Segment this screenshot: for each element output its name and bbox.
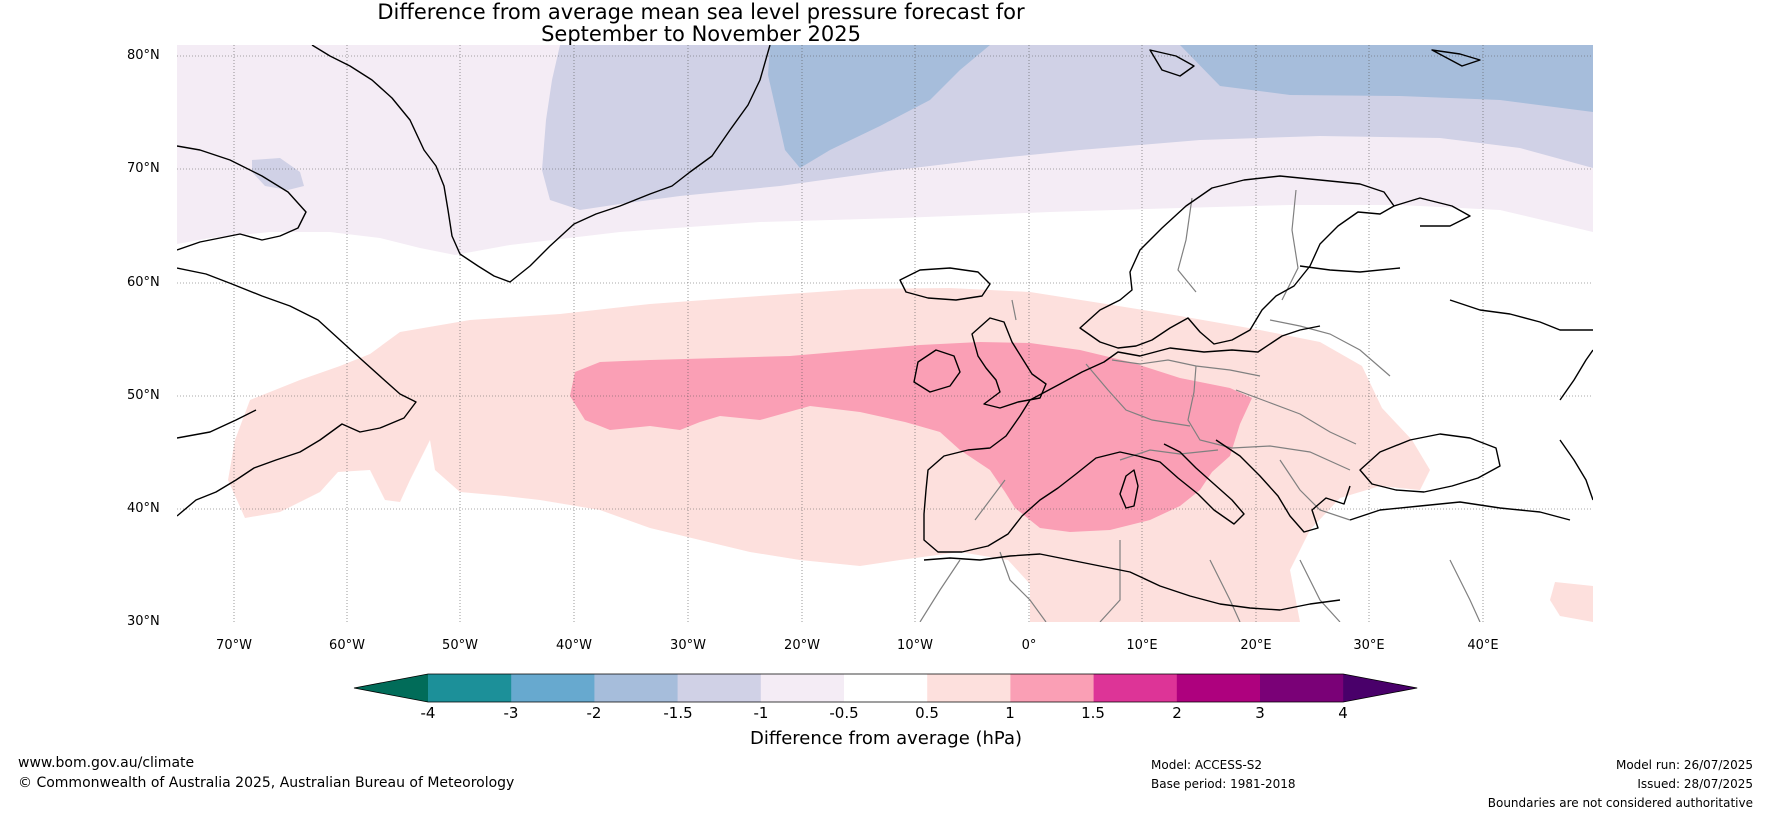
colorbar-segment [677,674,762,702]
colorbar-segment [1176,674,1261,702]
colorbar-segment [844,674,928,702]
colorbar-tick: -2 [586,704,602,722]
map-title-line-1: Difference from average mean sea level p… [377,0,1025,24]
colorbar-segment [428,674,512,702]
lon-label-50w: 50°W [442,638,478,653]
lon-label-20w: 20°W [784,638,820,653]
colorbar-segment [511,674,595,702]
lat-label-30n: 30°N [127,614,160,629]
colorbar-extend-high [1343,674,1418,702]
lon-label-10e: 10°E [1126,638,1158,653]
lat-label-60n: 60°N [127,275,160,290]
footer-model-run: Model run: 26/07/2025 [1615,758,1753,772]
colorbar-tick: -0.5 [829,704,859,722]
colorbar-segment [1093,674,1178,702]
colorbar-tick: 2 [1172,704,1182,722]
lon-label-10w: 10°W [897,638,933,653]
lon-label-30w: 30°W [670,638,706,653]
footer-issued: Issued: 28/07/2025 [1637,777,1753,791]
colorbar-tick: 0.5 [915,704,939,722]
colorbar-tick: -1.5 [663,704,693,722]
graticule [177,45,1593,622]
lat-label-40n: 40°N [127,501,160,516]
lon-label-70w: 70°W [216,638,252,653]
country-borders [919,189,1481,622]
colorbar-tick: 1.5 [1081,704,1105,722]
footer-disclaimer: Boundaries are not considered authoritat… [1487,796,1753,810]
footer-copyright: © Commonwealth of Australia 2025, Austra… [18,775,515,791]
lon-label-0: 0° [1021,638,1037,653]
anomaly-region-neg-2 [768,45,990,168]
anomaly-region-neg-2-east [1180,45,1593,112]
lon-label-60w: 60°W [329,638,365,653]
footer-model: Model: ACCESS-S2 [1151,758,1263,772]
lat-label-80n: 80°N [127,48,160,63]
colorbar-tick: -4 [420,704,436,722]
lon-label-40w: 40°W [556,638,592,653]
colorbar-segment [594,674,679,702]
lon-label-20e: 20°E [1240,638,1272,653]
colorbar-label: Difference from average (hPa) [749,728,1023,749]
colorbar-segment [1260,674,1344,702]
lat-label-70n: 70°N [127,161,160,176]
colorbar-segment [927,674,1011,702]
anomaly-region-pos-1 [570,342,1252,532]
footer-website: www.bom.gov.au/climate [18,755,195,771]
anomaly-region-pos-0-5-se [1550,582,1593,622]
footer-base-period: Base period: 1981-2018 [1151,777,1296,791]
lat-label-50n: 50°N [127,388,160,403]
lon-label-40e: 40°E [1467,638,1499,653]
colorbar-tick: -1 [753,704,769,722]
colorbar-tick: -3 [503,704,519,722]
colorbar-tick: 3 [1255,704,1265,722]
colorbar-segment [1010,674,1095,702]
colorbar-outline [353,673,1418,703]
anomaly-region-neg-1-5-west [252,158,304,190]
map-title-line-2: September to November 2025 [541,22,861,46]
colorbar-tick: 4 [1338,704,1348,722]
colorbar-extend-low [354,674,428,702]
lon-label-30e: 30°E [1353,638,1385,653]
coastlines [177,45,1593,611]
colorbar-segment [760,674,845,702]
colorbar-tick: 1 [1005,704,1015,722]
